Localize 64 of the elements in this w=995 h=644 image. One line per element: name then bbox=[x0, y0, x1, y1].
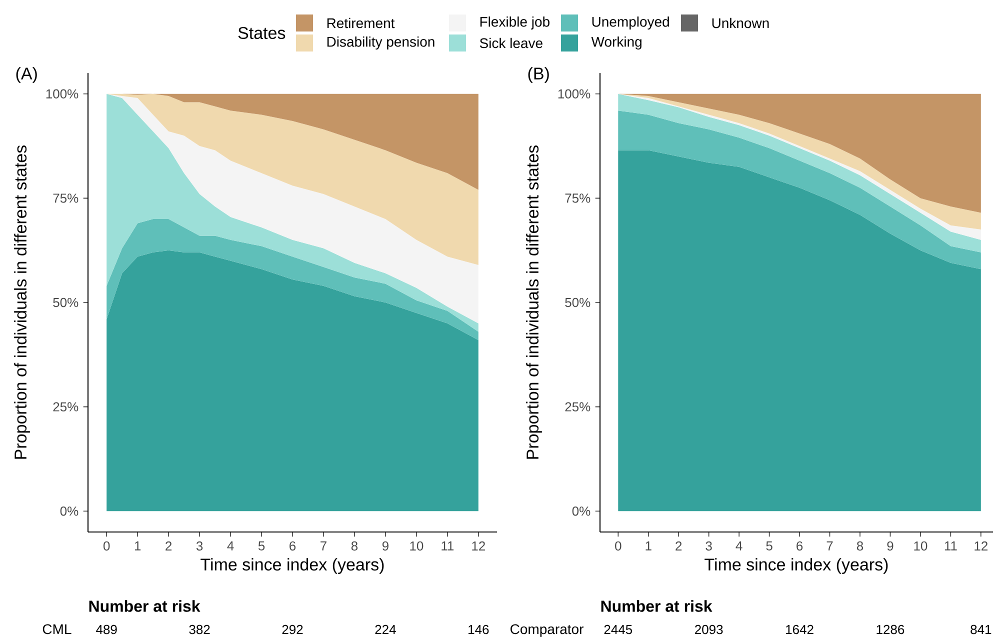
x-tick-label: 5 bbox=[766, 541, 772, 550]
x-tick-label: 12 bbox=[974, 541, 988, 550]
x-axis-title: Time since index (years) bbox=[200, 558, 384, 574]
legend-label: Sick leave bbox=[480, 38, 542, 48]
x-tick-label: 2 bbox=[676, 541, 682, 550]
text: 1642 bbox=[786, 624, 814, 634]
text: 292 bbox=[282, 624, 303, 634]
x-tick-label: 7 bbox=[826, 541, 833, 550]
chart-title: (A) bbox=[16, 67, 37, 83]
text: 146 bbox=[468, 624, 489, 634]
y-tick-label: 100% bbox=[46, 89, 78, 98]
y-tick-label: 50% bbox=[53, 298, 78, 308]
text: 2445 bbox=[604, 624, 632, 634]
y-tick-label: 25% bbox=[565, 402, 590, 412]
x-tick-label: 0 bbox=[103, 541, 110, 551]
x-tick-label: 9 bbox=[887, 541, 894, 551]
x-tick-label: 11 bbox=[442, 541, 454, 550]
text: 224 bbox=[375, 624, 396, 634]
chart-title: (B) bbox=[528, 67, 549, 83]
x-tick-label: 10 bbox=[410, 541, 424, 551]
x-tick-label: 12 bbox=[472, 541, 485, 550]
x-tick-label: 6 bbox=[796, 541, 803, 551]
x-axis-title: Time since index (years) bbox=[704, 558, 888, 574]
text: CML bbox=[42, 624, 72, 634]
x-tick-label: 4 bbox=[227, 541, 234, 550]
text: Number at risk bbox=[601, 600, 712, 612]
x-tick-label: 0 bbox=[615, 541, 622, 551]
legend-label: Retirement bbox=[327, 18, 395, 28]
legend-label: Unknown bbox=[712, 18, 769, 28]
text: 489 bbox=[96, 624, 117, 634]
y-tick-label: 75% bbox=[53, 194, 78, 203]
x-tick-label: 8 bbox=[351, 541, 358, 551]
x-tick-label: 2 bbox=[166, 541, 172, 550]
y-tick-label: 0% bbox=[572, 506, 590, 516]
x-tick-label: 6 bbox=[290, 541, 296, 551]
legend-label: Unemployed bbox=[592, 16, 669, 30]
x-tick-label: 3 bbox=[196, 541, 203, 551]
x-tick-label: 3 bbox=[706, 541, 712, 551]
y-axis-title: Proportion of individuals in different states bbox=[526, 146, 542, 459]
text: 1286 bbox=[876, 624, 904, 634]
y-tick-label: 25% bbox=[53, 402, 78, 412]
legend-label: Working bbox=[591, 36, 642, 50]
text: 2093 bbox=[695, 624, 723, 634]
x-tick-label: 7 bbox=[320, 541, 326, 550]
y-tick-label: 100% bbox=[558, 89, 590, 98]
text: 841 bbox=[970, 624, 992, 634]
legend-label: Flexible job bbox=[480, 16, 550, 30]
x-tick-label: 4 bbox=[736, 541, 742, 550]
text: 382 bbox=[189, 624, 210, 634]
legend-title: States bbox=[238, 26, 286, 40]
legend-label: Disability pension bbox=[327, 36, 434, 50]
x-tick-label: 5 bbox=[258, 541, 265, 550]
y-axis-title: Proportion of individuals in different states bbox=[14, 146, 30, 459]
y-tick-label: 0% bbox=[60, 506, 78, 516]
x-tick-label: 1 bbox=[646, 541, 652, 550]
x-tick-label: 10 bbox=[914, 541, 928, 551]
text: Number at risk bbox=[89, 600, 200, 612]
x-tick-label: 9 bbox=[382, 541, 388, 551]
x-tick-label: 11 bbox=[944, 541, 957, 550]
text: Comparator bbox=[510, 624, 584, 637]
y-tick-label: 75% bbox=[565, 194, 590, 203]
x-tick-label: 8 bbox=[856, 541, 864, 551]
x-tick-label: 1 bbox=[134, 541, 141, 550]
y-tick-label: 50% bbox=[565, 298, 590, 308]
